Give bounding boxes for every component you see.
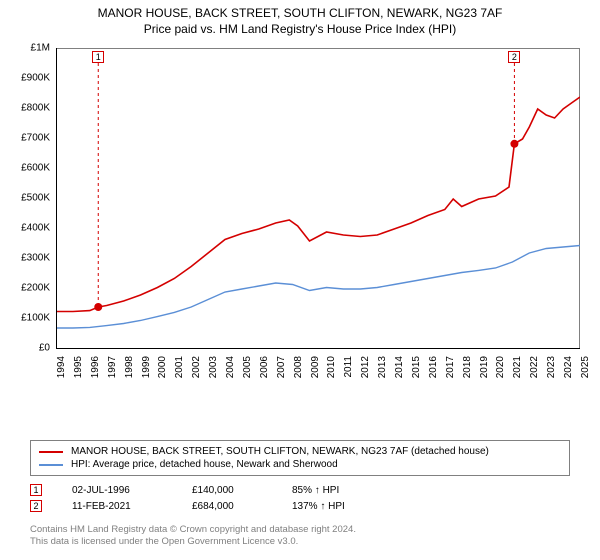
y-tick-label: £500K (21, 193, 50, 204)
y-tick-label: £600K (21, 163, 50, 174)
x-tick-label: 2015 (411, 356, 422, 386)
x-tick-label: 2002 (191, 356, 202, 386)
marker-row-2: 2 11-FEB-2021 £684,000 137% ↑ HPI (30, 498, 570, 514)
x-tick-label: 2012 (360, 356, 371, 386)
x-tick-label: 1995 (73, 356, 84, 386)
x-tick-label: 2014 (394, 356, 405, 386)
legend-swatch-hpi (39, 464, 63, 466)
series-line-hpi (56, 246, 580, 329)
marker-badge-1: 1 (30, 484, 42, 496)
x-tick-label: 1996 (90, 356, 101, 386)
legend-row-hpi: HPI: Average price, detached house, Newa… (39, 458, 561, 471)
chart-svg (56, 49, 580, 349)
series-line-property (56, 97, 580, 312)
x-tick-label: 2011 (343, 356, 354, 386)
x-tick-label: 1999 (141, 356, 152, 386)
y-tick-label: £300K (21, 253, 50, 264)
marker-dot (510, 140, 518, 148)
x-tick-label: 2006 (259, 356, 270, 386)
x-tick-label: 2005 (242, 356, 253, 386)
y-tick-label: £900K (21, 73, 50, 84)
x-tick-label: 2022 (529, 356, 540, 386)
x-tick-label: 2023 (546, 356, 557, 386)
x-tick-label: 2020 (495, 356, 506, 386)
x-tick-label: 2018 (462, 356, 473, 386)
legend-label-hpi: HPI: Average price, detached house, Newa… (71, 459, 338, 470)
x-tick-label: 2001 (174, 356, 185, 386)
marker-pct-2: 137% ↑ HPI (292, 501, 412, 512)
y-tick-label: £400K (21, 223, 50, 234)
x-tick-label: 2000 (157, 356, 168, 386)
x-tick-label: 2007 (276, 356, 287, 386)
legend-swatch-property (39, 451, 63, 453)
legend-row-property: MANOR HOUSE, BACK STREET, SOUTH CLIFTON,… (39, 445, 561, 458)
footnote-line-1: Contains HM Land Registry data © Crown c… (30, 524, 570, 536)
x-tick-label: 2013 (377, 356, 388, 386)
y-tick-label: £0 (39, 343, 50, 354)
marker-badge-2: 2 (30, 500, 42, 512)
marker-flag-2: 2 (508, 51, 520, 63)
x-tick-label: 2010 (326, 356, 337, 386)
x-axis-labels: 1994 1995 1996 1997 1998 1999 2000 2001 2002 2003… (56, 352, 580, 394)
marker-table: 1 02-JUL-1996 £140,000 85% ↑ HPI 2 11-FE… (30, 482, 570, 514)
x-tick-label: 2004 (225, 356, 236, 386)
marker-date-1: 02-JUL-1996 (72, 485, 192, 496)
x-tick-label: 2008 (293, 356, 304, 386)
footnote: Contains HM Land Registry data © Crown c… (30, 524, 570, 548)
x-tick-label: 1998 (124, 356, 135, 386)
y-axis-labels: £0 £100K £200K £300K £400K £500K £600K £700K £80… (10, 44, 54, 352)
y-tick-label: £700K (21, 133, 50, 144)
marker-date-2: 11-FEB-2021 (72, 501, 192, 512)
x-tick-label: 2016 (428, 356, 439, 386)
x-tick-label: 2009 (310, 356, 321, 386)
y-axis-line (56, 48, 57, 348)
y-tick-label: £1M (31, 43, 50, 54)
marker-row-1: 1 02-JUL-1996 £140,000 85% ↑ HPI (30, 482, 570, 498)
x-axis-line (56, 348, 580, 349)
marker-dot (94, 303, 102, 311)
marker-price-2: £684,000 (192, 501, 292, 512)
legend-label-property: MANOR HOUSE, BACK STREET, SOUTH CLIFTON,… (71, 446, 489, 457)
marker-price-1: £140,000 (192, 485, 292, 496)
marker-pct-1: 85% ↑ HPI (292, 485, 412, 496)
marker-flag-1: 1 (92, 51, 104, 63)
chart-area: 12 £0£100K£200K£300K£400K£500K£600K£700K… (10, 44, 590, 394)
y-tick-label: £100K (21, 313, 50, 324)
x-tick-label: 1997 (107, 356, 118, 386)
x-tick-label: 2003 (208, 356, 219, 386)
x-tick-label: 2017 (445, 356, 456, 386)
plot-area: 12 (56, 48, 580, 348)
y-tick-label: £200K (21, 283, 50, 294)
y-tick-label: £800K (21, 103, 50, 114)
legend: MANOR HOUSE, BACK STREET, SOUTH CLIFTON,… (30, 440, 570, 476)
chart-container: MANOR HOUSE, BACK STREET, SOUTH CLIFTON,… (0, 0, 600, 560)
title-block: MANOR HOUSE, BACK STREET, SOUTH CLIFTON,… (0, 0, 600, 38)
x-tick-label: 2024 (563, 356, 574, 386)
x-tick-label: 2021 (512, 356, 523, 386)
title-line-1: MANOR HOUSE, BACK STREET, SOUTH CLIFTON,… (0, 6, 600, 20)
footnote-line-2: This data is licensed under the Open Gov… (30, 536, 570, 548)
x-tick-label: 2025 (580, 356, 591, 386)
title-line-2: Price paid vs. HM Land Registry's House … (0, 22, 600, 36)
x-tick-label: 1994 (56, 356, 67, 386)
x-tick-label: 2019 (479, 356, 490, 386)
